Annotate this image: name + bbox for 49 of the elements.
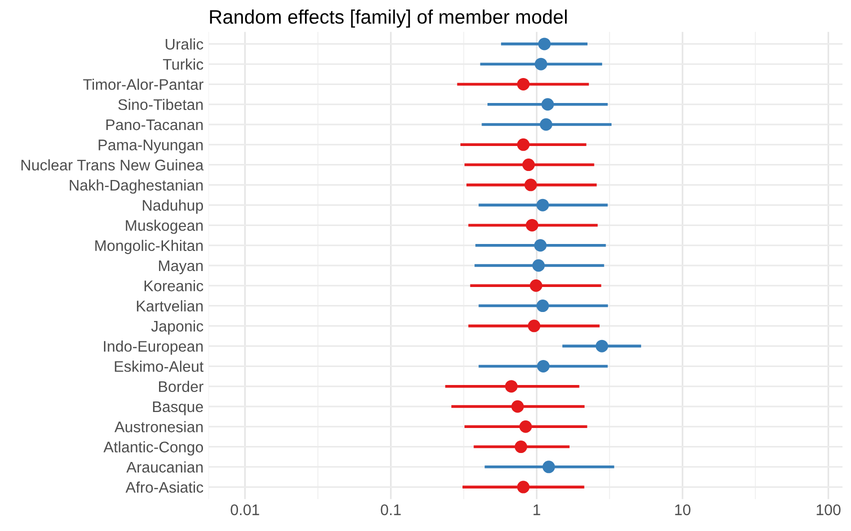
y-tick-label: Eskimo-Aleut <box>114 360 204 372</box>
point <box>542 460 555 474</box>
y-tick-label: Muskogean <box>126 220 203 234</box>
y-tick-label: Nuclear Trans New Guinea <box>21 159 204 170</box>
point <box>534 58 548 70</box>
point <box>541 98 554 111</box>
y-tick-label: Pano-Tacanan <box>106 120 203 130</box>
x-tick-label: 10 <box>675 504 690 516</box>
point <box>517 138 530 151</box>
point <box>537 360 550 372</box>
point <box>530 279 542 292</box>
y-tick-label: Indo-European <box>104 340 203 355</box>
point <box>538 38 551 50</box>
point <box>532 259 545 272</box>
chart-title: Random effects [family] of member model <box>210 10 567 28</box>
y-tick-label: Araucanian <box>126 461 203 473</box>
x-tick-label: 1 <box>534 504 540 516</box>
y-tick-label: Basque <box>153 402 203 416</box>
point <box>524 178 537 192</box>
y-tick-label: Atlantic-Congo <box>103 441 203 456</box>
point <box>536 198 549 212</box>
y-tick-label: Koreanic <box>144 280 204 292</box>
y-tick-label: Turkic <box>162 58 204 70</box>
y-tick-label: Kartvelian <box>136 300 203 312</box>
point <box>536 300 549 312</box>
y-tick-label: Mayan <box>159 260 203 274</box>
y-tick-label: Nakh-Daghestanian <box>70 179 203 194</box>
y-tick-label: Sino-Tibetan <box>118 98 203 110</box>
y-tick-label: Mongolic-Khitan <box>95 240 203 254</box>
point <box>528 320 540 332</box>
point <box>517 78 530 90</box>
y-tick-label: Timor-Alor-Pantar <box>83 78 204 90</box>
y-tick-label: Border <box>159 380 204 392</box>
x-tick-label: 0.1 <box>380 504 401 516</box>
y-tick-label: Japonic <box>151 320 204 335</box>
x-tick-label: 100 <box>816 504 841 516</box>
point <box>517 480 530 494</box>
point <box>522 158 535 172</box>
y-tick-label: Pama-Nyungan <box>98 140 203 154</box>
point <box>540 118 552 131</box>
point <box>519 420 532 433</box>
x-tick-label: 0.01 <box>230 504 260 516</box>
point <box>526 218 538 232</box>
point <box>534 239 547 252</box>
y-tick-label: Uralic <box>166 38 204 50</box>
y-tick-label: Afro-Asiatic <box>126 482 204 493</box>
y-tick-label: Austronesian <box>114 421 203 432</box>
y-tick-label: Naduhup <box>142 200 203 214</box>
point <box>514 440 528 454</box>
